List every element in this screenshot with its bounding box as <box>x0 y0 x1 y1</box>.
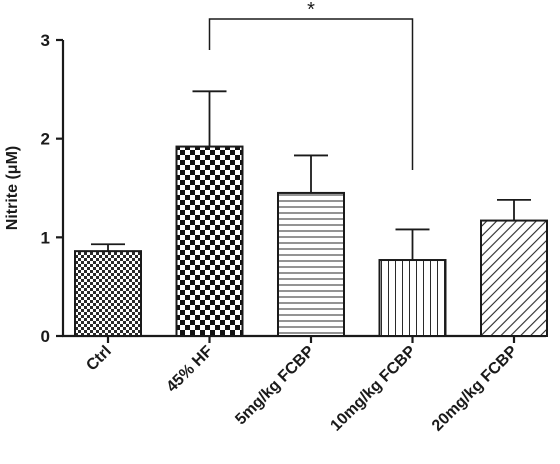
x-tick-label: 10mg/kg FCBP <box>327 343 419 435</box>
bar <box>277 191 345 337</box>
significance-label: * <box>307 0 315 21</box>
x-tick-label: Ctrl <box>83 343 115 375</box>
x-tick-label: 5mg/kg FCBP <box>232 343 318 429</box>
y-tick-label: 1 <box>41 228 50 247</box>
y-tick-label: 2 <box>41 130 50 149</box>
y-axis-ticks: 0 1 2 3 <box>41 31 63 346</box>
x-tick-label: 20mg/kg FCBP <box>429 343 521 435</box>
x-tick-label: 45% HF <box>163 343 216 396</box>
y-tick-label: 3 <box>41 31 50 50</box>
significance-bracket <box>208 18 414 170</box>
significance-annotation: * <box>208 0 414 170</box>
y-tick-label: 0 <box>41 327 50 346</box>
bar <box>74 250 142 337</box>
bar <box>480 219 548 337</box>
y-axis-label: Nitrite (μM) <box>4 146 21 230</box>
bar <box>175 145 244 337</box>
error-bars-group <box>91 90 531 261</box>
bar <box>378 259 447 338</box>
x-axis-ticks <box>106 336 516 343</box>
x-axis-tick-labels: Ctrl 45% HF 5mg/kg FCBP 10mg/kg FCBP 20mg/kg… <box>83 343 521 435</box>
